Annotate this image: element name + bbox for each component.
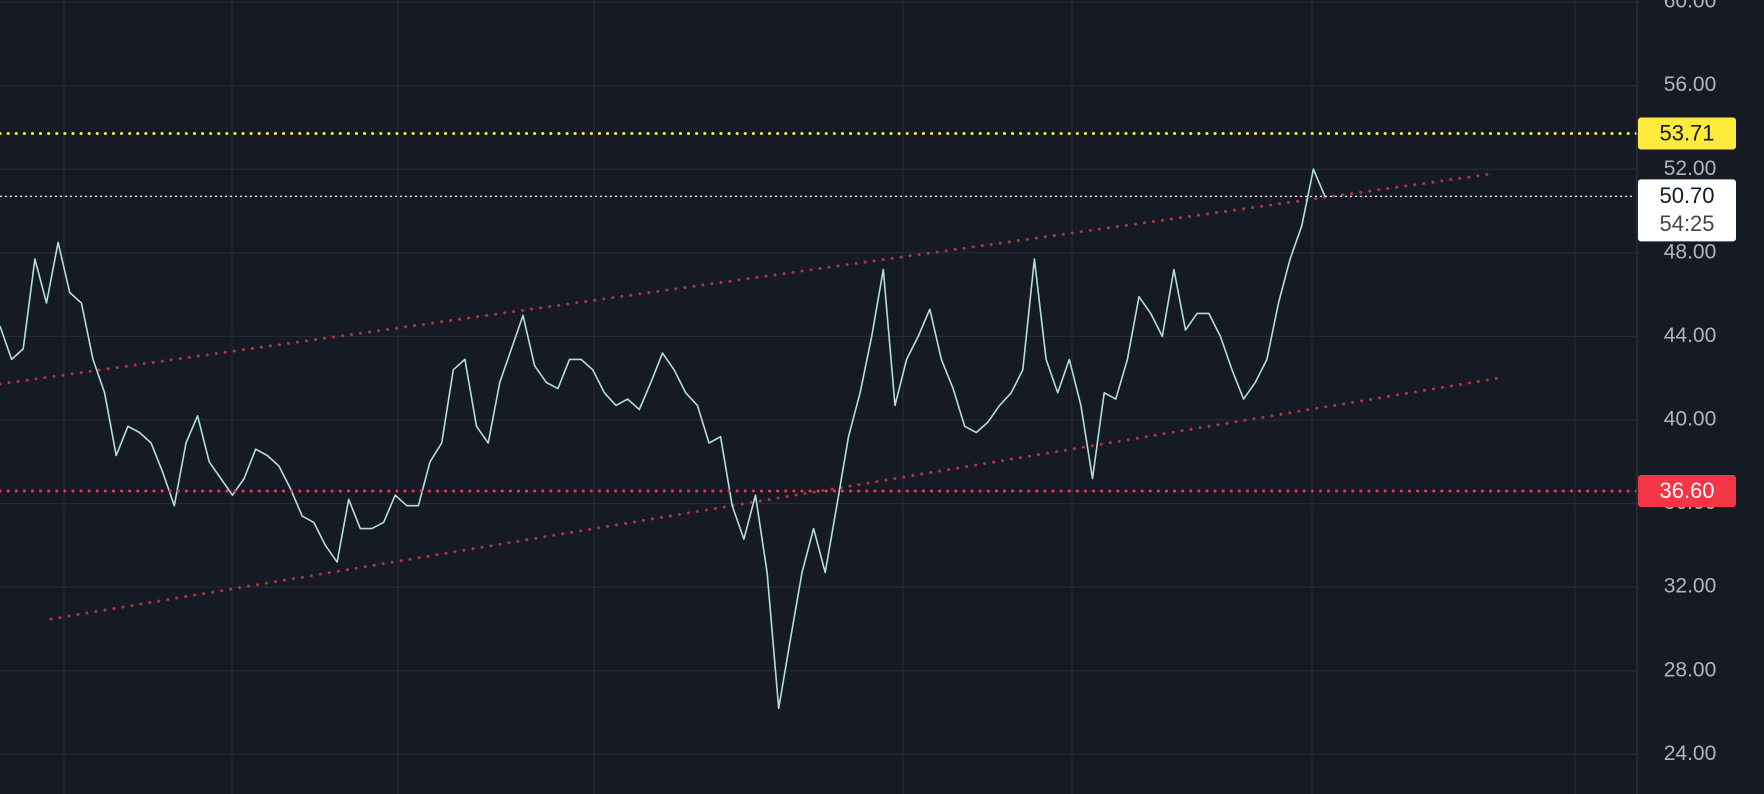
- price-labels: 53.71 36.60 50.70 54:25: [1638, 117, 1736, 508]
- price-line: [0, 168, 1326, 710]
- price-tag: [1638, 117, 1736, 150]
- price-axis: 24.0028.0032.0036.0040.0044.0048.0052.00…: [1664, 0, 1717, 765]
- upper-trendline: [0, 172, 1493, 386]
- trendlines: [0, 172, 1501, 621]
- countdown-label: 54:25: [1659, 211, 1714, 236]
- price-tag: [1638, 475, 1736, 508]
- grid: [0, 1, 1637, 755]
- y-tick-label: 24.00: [1664, 742, 1717, 765]
- y-tick-label: 28.00: [1664, 658, 1717, 681]
- plot: [0, 132, 1639, 710]
- lower-trendline: [49, 376, 1501, 621]
- last-price-label: 50.70: [1659, 183, 1714, 208]
- y-tick-label: 52.00: [1664, 157, 1717, 180]
- y-tick-label: 60.00: [1664, 0, 1717, 13]
- price-tag-label: 36.60: [1659, 478, 1714, 503]
- y-tick-label: 56.00: [1664, 73, 1717, 96]
- y-tick-label: 44.00: [1664, 324, 1717, 347]
- y-tick-label: 32.00: [1664, 575, 1717, 598]
- y-tick-label: 48.00: [1664, 240, 1717, 263]
- y-tick-label: 40.00: [1664, 408, 1717, 431]
- last-price-tag: [1638, 179, 1736, 242]
- price-tag-label: 53.71: [1659, 120, 1714, 145]
